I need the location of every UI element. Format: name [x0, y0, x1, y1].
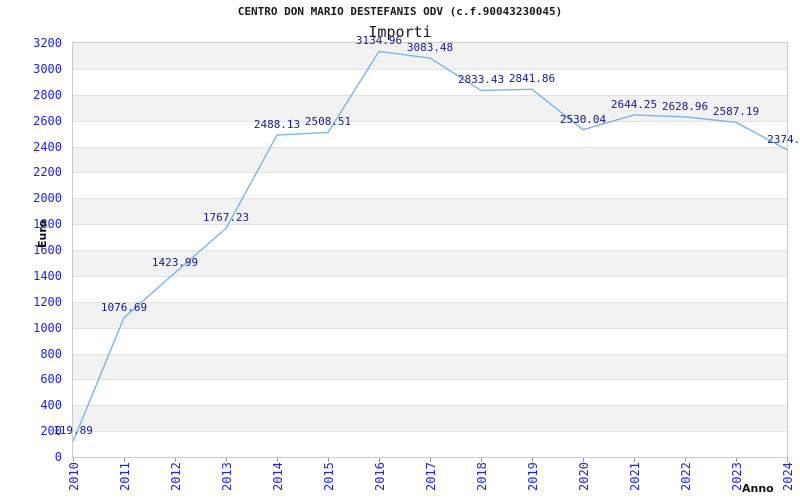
x-axis-tickmark [277, 458, 278, 462]
data-point-label: 2833.43 [457, 73, 505, 87]
background-band [73, 250, 787, 276]
gridline [73, 379, 787, 380]
x-axis-tickmark [685, 458, 686, 462]
x-axis-tickmark [226, 458, 227, 462]
x-axis-tick-label: 2014 [271, 462, 285, 491]
data-point-label: 2644.25 [610, 97, 658, 111]
x-axis-tickmark [175, 458, 176, 462]
y-axis-tick-label: 3200 [33, 36, 62, 50]
x-axis-tickmark [328, 458, 329, 462]
gridline [73, 172, 787, 173]
background-band [73, 301, 787, 328]
x-axis-tick-label: 2010 [67, 462, 81, 491]
y-axis-tick-label: 1800 [33, 217, 62, 232]
x-axis-tick-label: 2024 [781, 462, 795, 491]
y-axis-tick-label: 600 [40, 372, 62, 387]
x-axis-tick-label: 2021 [628, 462, 642, 491]
series-line-layer [73, 50, 787, 443]
y-axis-tick-label: 2400 [33, 139, 62, 154]
gridline [73, 95, 787, 96]
gridline [73, 147, 787, 148]
data-point-label: 2530.04 [559, 112, 607, 126]
x-axis-tickmark [73, 458, 74, 462]
x-axis-tick-label: 2015 [322, 462, 336, 491]
gridline [73, 354, 787, 355]
x-axis-tickmark [634, 458, 635, 462]
x-axis-tick-label: 2017 [424, 462, 438, 491]
gridline [73, 198, 787, 199]
gridline [73, 121, 787, 122]
x-axis-tick-label: 2013 [220, 462, 234, 491]
gridline [73, 405, 787, 406]
background-band [73, 43, 787, 69]
data-point-label: 2488.13 [253, 118, 301, 132]
data-point-label: 2628.96 [661, 99, 709, 113]
data-point-label: 2587.19 [712, 105, 760, 119]
x-axis-tick-label: 2018 [475, 462, 489, 491]
y-axis-tick-label: 1600 [33, 243, 62, 257]
data-point-label: 2841.86 [508, 72, 556, 86]
data-point-label: 3083.48 [406, 41, 454, 55]
chart-title: CENTRO DON MARIO DESTEFANIS ODV (c.f.900… [237, 5, 563, 18]
x-axis-tick-label: 2016 [373, 462, 387, 491]
y-axis-tick-label: 1200 [33, 294, 62, 309]
x-axis-tickmark [430, 458, 431, 462]
gridline [73, 328, 787, 329]
data-point-label: 2508.51 [304, 115, 352, 129]
x-axis-tick-label: 2011 [118, 462, 132, 491]
data-point-label: 119.89 [53, 424, 93, 438]
y-axis-tick-label: 200 [40, 424, 62, 439]
background-band [73, 198, 787, 225]
chart-subtitle: Importi [368, 23, 432, 41]
x-axis-title: Anno [742, 482, 774, 495]
gridline [73, 276, 787, 277]
gridline [73, 69, 787, 70]
x-axis-tick-label: 2020 [577, 462, 591, 491]
data-point-label: 1767.23 [202, 211, 250, 225]
y-axis-tick-label: 3000 [33, 61, 62, 76]
y-axis-tick-label: 2200 [33, 165, 62, 180]
x-axis-tickmark [736, 458, 737, 462]
y-axis-tick-label: 1000 [33, 320, 62, 335]
y-axis-tick-label: 800 [40, 346, 62, 361]
x-axis-tickmark [481, 458, 482, 462]
data-point-label: 2374.4 [767, 132, 800, 146]
plot-area [72, 42, 788, 458]
x-axis-tickmark [532, 458, 533, 462]
y-axis-tick-label: 2800 [33, 87, 62, 102]
data-point-label: 3134.96 [355, 34, 403, 48]
y-axis-tick-label: 1400 [33, 268, 62, 283]
gridline [73, 302, 787, 303]
series-line [73, 50, 787, 443]
gridline [73, 250, 787, 251]
x-axis-tick-label: 2012 [169, 462, 183, 491]
y-axis-title: Euro [36, 219, 49, 248]
x-axis-tickmark [379, 458, 380, 462]
background-band [73, 353, 787, 380]
x-axis-tick-label: 2019 [526, 462, 540, 491]
x-axis-tickmark [787, 458, 788, 462]
data-point-label: 1076.69 [100, 300, 148, 314]
background-band [73, 146, 787, 173]
x-axis-tick-label: 2022 [679, 462, 693, 491]
y-axis-tick-label: 400 [40, 398, 62, 413]
y-axis-tick-label: 0 [54, 450, 62, 464]
gridline [73, 224, 787, 225]
y-axis-tick-label: 2600 [33, 113, 62, 128]
data-point-label: 1423.99 [151, 255, 199, 269]
x-axis-tickmark [124, 458, 125, 462]
background-band [73, 405, 787, 432]
x-axis-tickmark [583, 458, 584, 462]
gridline [73, 431, 787, 432]
y-axis-tick-label: 2000 [33, 191, 62, 206]
